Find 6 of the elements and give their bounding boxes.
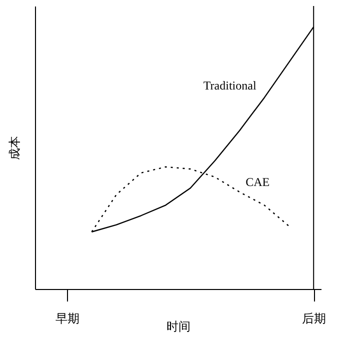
x-axis-title: 时间 xyxy=(166,320,190,334)
series-label: CAE xyxy=(246,175,270,190)
x-tick-label: 早期 xyxy=(56,312,80,326)
x-tick-label: 后期 xyxy=(302,312,326,326)
series-label: Traditional xyxy=(203,78,257,93)
y-axis-title: 成本 xyxy=(8,136,22,160)
